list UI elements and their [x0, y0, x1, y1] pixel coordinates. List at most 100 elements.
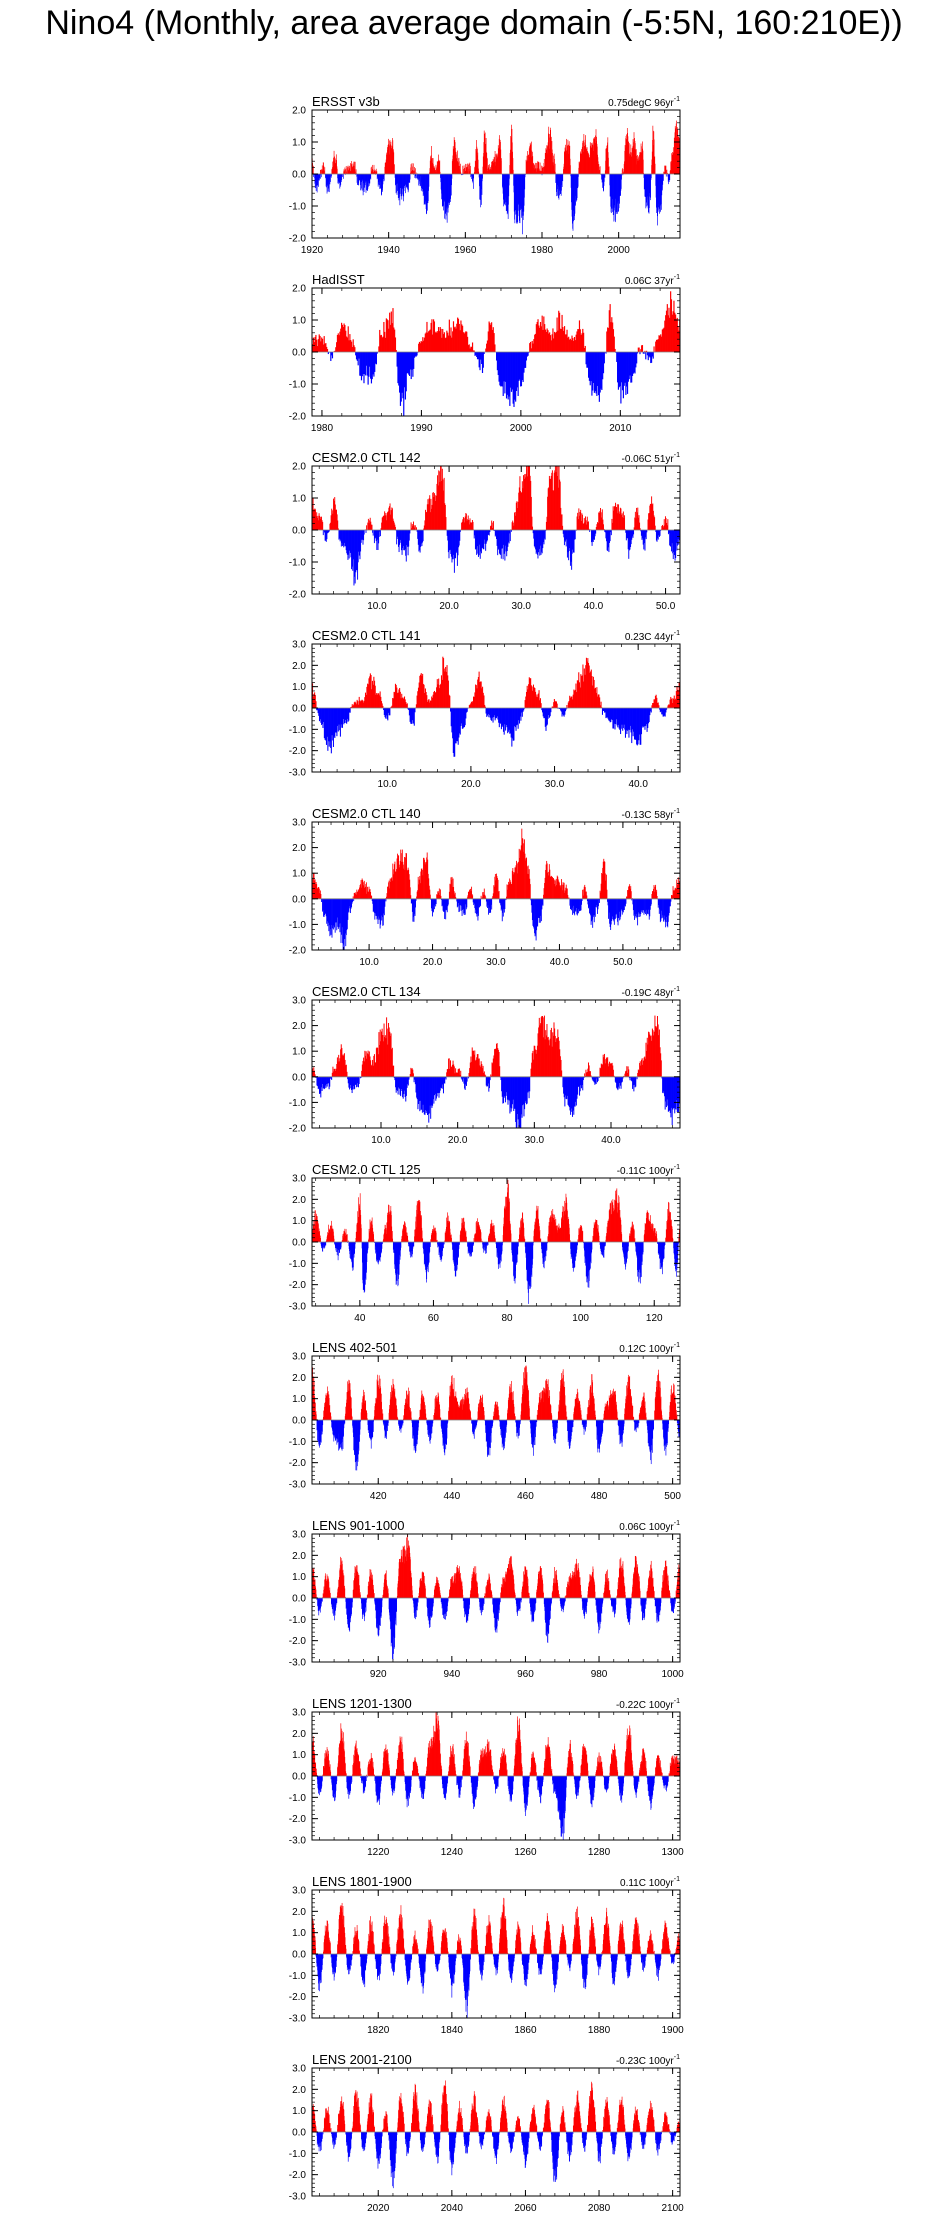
bar-negative	[364, 530, 365, 535]
trend-label: 0.75degC 96yr-1	[608, 96, 680, 109]
bar-positive	[327, 349, 328, 352]
bar-negative	[651, 174, 652, 178]
bar-positive	[655, 164, 656, 174]
x-tick-label: 2000	[608, 245, 631, 256]
bar-positive	[667, 170, 668, 174]
y-tick-label: -1.0	[289, 1098, 307, 1109]
positive-bars	[312, 1180, 680, 1242]
bar-negative	[414, 708, 415, 712]
x-tick-label: 20.0	[423, 957, 443, 968]
bar-negative	[343, 174, 344, 179]
x-tick-label: 30.0	[525, 1135, 545, 1146]
x-tick-label: 40.0	[584, 601, 604, 612]
bar-positive	[631, 891, 632, 899]
negative-bars	[315, 1077, 680, 1128]
bar-negative	[384, 899, 385, 907]
bar-negative	[320, 174, 321, 179]
bar-positive	[334, 1239, 335, 1242]
negative-bars	[323, 530, 681, 585]
bar-negative	[491, 899, 492, 910]
bar-negative	[366, 530, 367, 533]
bar-negative	[323, 530, 324, 535]
bar-positive	[337, 169, 338, 174]
x-tick-label: 30.0	[486, 957, 506, 968]
bar-negative	[480, 899, 481, 906]
bar-negative	[653, 352, 654, 359]
bar-positive	[413, 1073, 414, 1076]
bar-positive	[567, 895, 568, 899]
bar-positive	[415, 525, 416, 530]
bar-positive	[320, 894, 321, 899]
bar-negative	[604, 352, 605, 363]
bar-positive	[493, 521, 494, 530]
chart-panel-4: CESM2.0 CTL 140-0.13C 58yr-1-2.0-1.00.01…	[0, 804, 948, 992]
bar-positive	[372, 525, 373, 530]
bar-positive	[600, 166, 601, 174]
bar-positive	[499, 1066, 500, 1077]
y-tick-label: -2.0	[289, 234, 307, 245]
bar-positive	[415, 168, 416, 174]
bar-negative	[446, 1077, 447, 1080]
bar-positive	[361, 1228, 362, 1242]
negative-bars	[316, 708, 667, 757]
bar-positive	[501, 158, 502, 174]
bar-positive	[622, 168, 623, 174]
bar-positive	[653, 346, 654, 352]
y-tick-label: 0.0	[292, 704, 306, 715]
bar-negative	[321, 174, 322, 177]
panel-title: CESM2.0 CTL 134	[312, 984, 421, 999]
bar-negative	[436, 899, 437, 904]
bar-positive	[374, 1239, 375, 1242]
bar-negative	[417, 174, 418, 178]
y-tick-label: 2.0	[292, 106, 306, 117]
bar-positive	[607, 890, 608, 899]
bar-positive	[601, 702, 602, 708]
bar-negative	[448, 899, 449, 905]
trend-label: -0.11C 100yr-1	[617, 1164, 680, 1177]
bar-positive	[661, 1060, 662, 1076]
bar-negative	[331, 1077, 332, 1080]
bar-negative	[332, 352, 333, 358]
bar-positive	[468, 163, 469, 174]
bar-positive	[655, 526, 656, 530]
bar-negative	[342, 174, 343, 177]
bar-negative	[510, 530, 511, 541]
y-tick-label: 0.0	[292, 348, 306, 359]
bar-positive	[376, 169, 377, 174]
positive-bars	[312, 657, 680, 708]
bar-negative	[599, 899, 600, 903]
trend-label: -0.13C 58yr-1	[622, 808, 681, 821]
positive-bars	[312, 1016, 662, 1077]
bar-positive	[557, 704, 558, 708]
bar-positive	[395, 337, 396, 352]
positive-bars	[312, 829, 680, 899]
x-tick-label: 2000	[510, 423, 533, 434]
y-tick-label: 3.0	[292, 818, 306, 829]
bar-positive	[667, 519, 668, 530]
bar-negative	[350, 708, 351, 713]
bar-negative	[621, 174, 622, 180]
bar-negative	[359, 1077, 360, 1084]
x-tick-label: 20.0	[461, 779, 481, 790]
bar-negative	[473, 174, 474, 178]
x-tick-label: 1980	[311, 423, 334, 434]
bar-negative	[380, 530, 381, 536]
bar-positive	[430, 895, 431, 899]
bar-negative	[373, 530, 374, 536]
x-tick-label: 20.0	[448, 1135, 468, 1146]
bar-positive	[407, 703, 408, 708]
x-tick-label: 20.0	[439, 601, 459, 612]
bar-positive	[322, 522, 323, 530]
bar-negative	[669, 174, 670, 182]
bar-negative	[423, 530, 424, 541]
bar-positive	[315, 701, 316, 708]
bar-negative	[669, 174, 670, 180]
y-tick-label: 1.0	[292, 316, 306, 327]
bar-negative	[663, 174, 664, 181]
y-tick-label: -2.0	[289, 1124, 307, 1135]
bar-positive	[628, 1069, 629, 1076]
y-tick-label: 0.0	[292, 170, 306, 181]
panel-title: ERSST v3b	[312, 94, 380, 109]
bar-positive	[609, 166, 610, 174]
